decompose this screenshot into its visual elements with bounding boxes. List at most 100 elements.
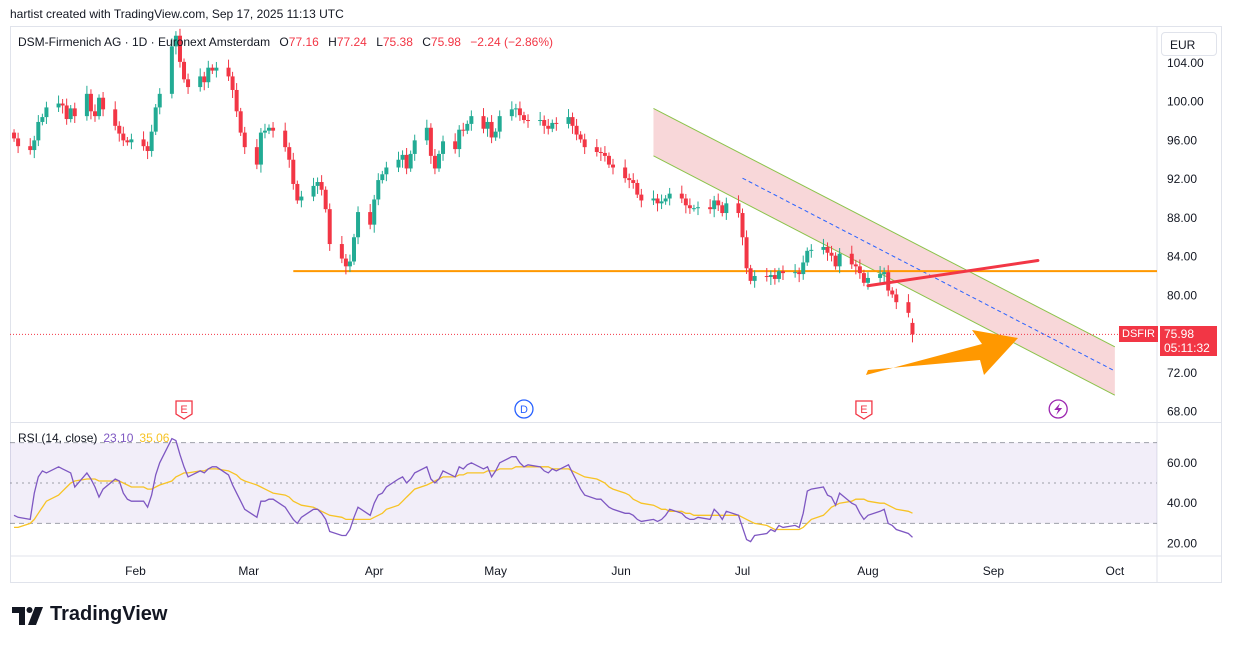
candle-body <box>793 272 798 274</box>
candle-body <box>28 146 33 151</box>
candle-body <box>351 237 356 262</box>
tradingview-logo[interactable]: TradingView <box>12 603 167 626</box>
rising-trendline[interactable] <box>866 259 1040 288</box>
rsi-tick-label: 20.00 <box>1167 537 1197 551</box>
candle-body <box>408 153 413 169</box>
candle-body <box>691 208 696 210</box>
earnings-marker-icon[interactable] <box>855 400 873 420</box>
candle-body <box>323 189 328 210</box>
rsi-tick-label: 40.00 <box>1167 496 1197 510</box>
candle-body <box>254 147 259 165</box>
chart-frame <box>10 26 1222 583</box>
candle-body <box>267 127 272 131</box>
candle-body <box>101 97 106 110</box>
high-label: H <box>328 35 337 49</box>
close-value: 75.98 <box>430 35 461 49</box>
annotation-arrow[interactable] <box>866 330 1018 375</box>
candle-body <box>97 97 102 117</box>
candle-body <box>210 67 215 71</box>
candle-body <box>878 274 883 278</box>
candle-body <box>327 209 332 245</box>
high-value: 77.24 <box>336 35 367 49</box>
candle-body <box>84 93 89 117</box>
candle-body <box>465 123 470 131</box>
rsi-ma-line[interactable] <box>14 466 913 531</box>
candle-body <box>744 237 749 269</box>
candle-body <box>485 121 490 129</box>
rsi-label[interactable]: RSI (14, close) <box>18 431 98 445</box>
candle-body <box>436 153 441 169</box>
time-tick-label: Mar <box>238 564 259 578</box>
candle-body <box>291 159 296 184</box>
candle-body <box>882 272 887 275</box>
candle-body <box>594 147 599 152</box>
candle-body <box>186 79 191 88</box>
candle-body <box>481 116 486 129</box>
candle-body <box>865 277 870 283</box>
candle-body <box>683 198 688 206</box>
dividend-marker-icon[interactable] <box>514 399 534 419</box>
channel-upper-line[interactable] <box>653 107 1116 348</box>
candle-body <box>157 93 162 108</box>
candle-body <box>68 108 73 120</box>
candle-body <box>258 132 263 165</box>
candle-body <box>40 117 45 122</box>
close-label: C <box>422 35 431 49</box>
symbol-legend: DSM-Firmenich AG · 1D · Euronext Amsterd… <box>18 35 553 49</box>
candle-body <box>825 246 830 253</box>
low-value: 75.38 <box>382 35 413 49</box>
symbol-title[interactable]: DSM-Firmenich AG · 1D · Euronext Amsterd… <box>18 35 271 49</box>
candle-body <box>88 93 93 112</box>
currency-button[interactable]: EUR <box>1161 32 1217 56</box>
candle-body <box>311 185 316 197</box>
candle-body <box>801 262 806 275</box>
candle-body <box>271 127 276 131</box>
candle-body <box>12 132 17 139</box>
candle-body <box>356 212 361 238</box>
rsi-line[interactable] <box>13 437 913 543</box>
earnings-marker-icon[interactable] <box>175 400 193 420</box>
price-tick-label: 84.00 <box>1167 250 1197 264</box>
candle-body <box>667 193 672 199</box>
candle-body <box>821 246 826 250</box>
candle-body <box>829 252 834 256</box>
candle-body <box>461 129 466 131</box>
candle-body <box>424 127 429 141</box>
candle-body <box>554 122 559 124</box>
candle-body <box>169 46 174 94</box>
candle-body <box>380 174 385 181</box>
tradingview-logo-icon <box>12 606 43 625</box>
time-tick-label: Sep <box>983 564 1005 578</box>
candle-body <box>602 152 607 156</box>
candle-body <box>623 167 628 179</box>
time-tick-label: Oct <box>1105 564 1124 578</box>
chart-credit: hartist created with TradingView.com, Se… <box>10 7 344 21</box>
candle-body <box>740 213 745 238</box>
candle-body <box>776 271 781 279</box>
candle-body <box>679 193 684 199</box>
candle-body <box>546 125 551 129</box>
candle-body <box>230 76 235 90</box>
candle-body <box>384 167 389 175</box>
candle-body <box>32 140 37 151</box>
time-tick-label: Jun <box>611 564 630 578</box>
candle-body <box>141 139 146 147</box>
candle-body <box>574 125 579 135</box>
candle-body <box>712 200 717 210</box>
candle-body <box>226 67 231 77</box>
candle-body <box>890 290 895 295</box>
rsi-value: 23.10 <box>103 431 134 445</box>
candle-body <box>748 268 753 281</box>
price-tick-label: 96.00 <box>1167 133 1197 147</box>
candle-body <box>441 141 446 154</box>
candle-body <box>125 140 130 143</box>
candle-body <box>635 182 640 195</box>
earnings-marker-label: E <box>180 404 187 416</box>
candle-body <box>894 294 899 303</box>
candle-body <box>469 116 474 124</box>
candle-body <box>639 194 644 201</box>
candle-body <box>716 200 721 206</box>
time-tick-label: Aug <box>857 564 878 578</box>
candle-body <box>376 180 381 200</box>
